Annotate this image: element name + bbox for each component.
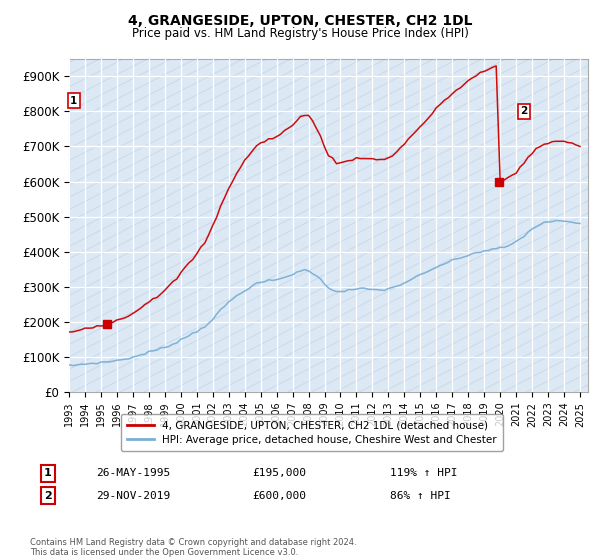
Text: 2: 2	[44, 491, 52, 501]
Text: Contains HM Land Registry data © Crown copyright and database right 2024.
This d: Contains HM Land Registry data © Crown c…	[30, 538, 356, 557]
Text: 1: 1	[44, 468, 52, 478]
Text: 4, GRANGESIDE, UPTON, CHESTER, CH2 1DL: 4, GRANGESIDE, UPTON, CHESTER, CH2 1DL	[128, 14, 472, 28]
Text: 29-NOV-2019: 29-NOV-2019	[96, 491, 170, 501]
Text: £195,000: £195,000	[252, 468, 306, 478]
Text: 119% ↑ HPI: 119% ↑ HPI	[390, 468, 458, 478]
Text: 86% ↑ HPI: 86% ↑ HPI	[390, 491, 451, 501]
Text: 26-MAY-1995: 26-MAY-1995	[96, 468, 170, 478]
Text: £600,000: £600,000	[252, 491, 306, 501]
Text: 2: 2	[520, 106, 528, 116]
Text: Price paid vs. HM Land Registry's House Price Index (HPI): Price paid vs. HM Land Registry's House …	[131, 27, 469, 40]
Text: 1: 1	[70, 96, 77, 106]
Legend: 4, GRANGESIDE, UPTON, CHESTER, CH2 1DL (detached house), HPI: Average price, det: 4, GRANGESIDE, UPTON, CHESTER, CH2 1DL (…	[121, 414, 503, 451]
